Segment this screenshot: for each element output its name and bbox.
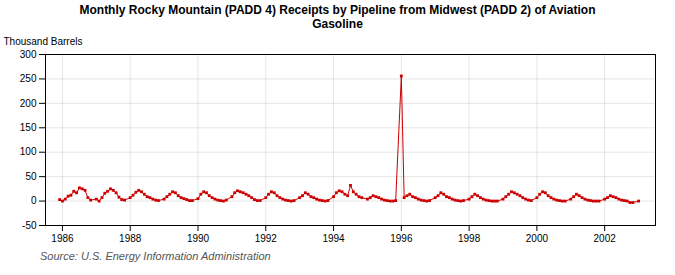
- svg-text:1998: 1998: [458, 232, 481, 243]
- svg-text:100: 100: [20, 146, 37, 157]
- svg-text:-50: -50: [22, 219, 37, 230]
- html-text:Source: U.S. Energy Informatio: Source: U.S. Energy Information Administ…: [40, 249, 271, 262]
- svg-text:2002: 2002: [594, 232, 617, 243]
- svg-text:1990: 1990: [187, 232, 210, 243]
- svg-text:2000: 2000: [526, 232, 549, 243]
- svg-text:0: 0: [31, 195, 37, 206]
- html-text:Monthly Rocky Mountain (PADD 4: Monthly Rocky Mountain (PADD 4) Receipts…: [79, 3, 596, 32]
- svg-text:1996: 1996: [390, 232, 413, 243]
- svg-text:150: 150: [20, 122, 37, 133]
- svg-text:1992: 1992: [255, 232, 278, 243]
- svg-text:1994: 1994: [322, 232, 345, 243]
- svg-text:50: 50: [25, 171, 37, 182]
- svg-text:300: 300: [20, 48, 37, 59]
- svg-text:1988: 1988: [119, 232, 142, 243]
- svg-text:1986: 1986: [51, 232, 74, 243]
- svg-text:Thousand Barrels: Thousand Barrels: [4, 35, 83, 46]
- svg-text:250: 250: [20, 73, 37, 84]
- svg-text:200: 200: [20, 97, 37, 108]
